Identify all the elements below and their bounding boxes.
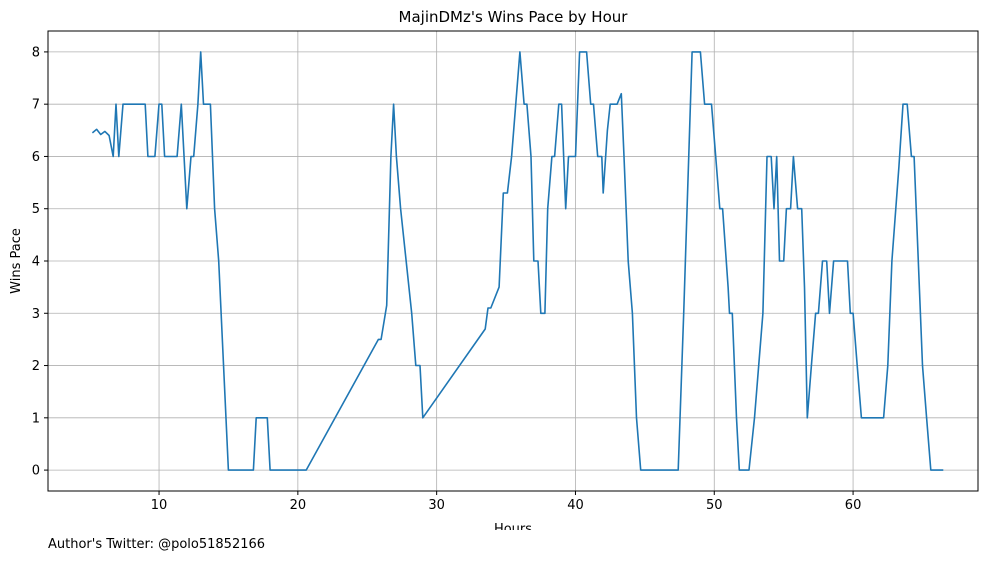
y-axis-label: Wins Pace — [9, 228, 24, 294]
y-tick-label: 7 — [32, 98, 40, 113]
y-tick-label: 6 — [32, 150, 40, 165]
y-tick-label: 8 — [32, 45, 40, 60]
y-tick-label: 2 — [32, 359, 40, 374]
author-credit: Author's Twitter: @polo51852166 — [48, 537, 266, 552]
chart-title: MajinDMz's Wins Pace by Hour — [399, 8, 629, 26]
x-tick-label: 30 — [428, 498, 445, 513]
x-tick-label: 20 — [290, 498, 307, 513]
series-line — [91, 51, 944, 471]
grid — [48, 31, 978, 491]
x-tick-label: 50 — [706, 498, 723, 513]
y-axis: 0 1 2 3 4 5 6 7 8 — [32, 45, 48, 479]
y-tick-label: 4 — [32, 255, 40, 270]
y-tick-label: 0 — [32, 464, 40, 479]
x-axis-label: Hours — [494, 522, 532, 530]
y-tick-label: 5 — [32, 202, 40, 217]
y-tick-label: 1 — [32, 411, 40, 426]
x-tick-label: 40 — [567, 498, 584, 513]
x-axis: 10 20 30 40 50 60 — [151, 491, 862, 513]
plot-area — [91, 51, 944, 471]
x-tick-label: 60 — [845, 498, 862, 513]
line-chart: MajinDMz's Wins Pace by Hour 10 20 30 40 50 6… — [9, 8, 979, 537]
x-tick-label: 10 — [151, 498, 168, 513]
y-tick-label: 3 — [32, 307, 40, 322]
